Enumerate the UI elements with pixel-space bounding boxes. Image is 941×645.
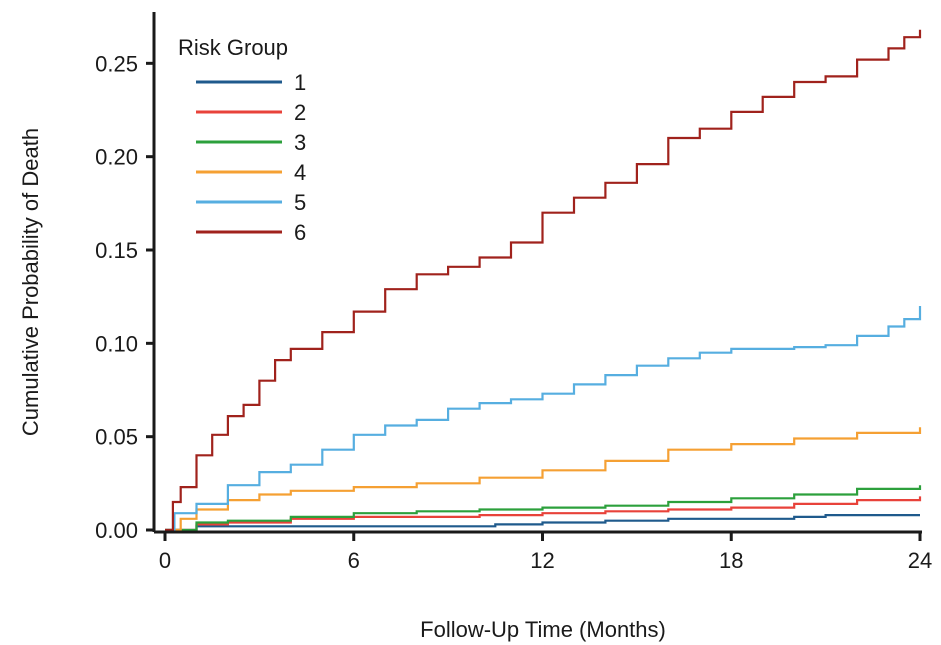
x-axis-title: Follow-Up Time (Months) xyxy=(420,617,666,642)
legend-label-1: 1 xyxy=(294,70,306,95)
series-line-6 xyxy=(165,29,922,532)
series-line-2 xyxy=(165,496,922,532)
axes-layer xyxy=(152,12,922,534)
legend-label-4: 4 xyxy=(294,160,306,185)
y-tick-label: 0.05 xyxy=(95,425,138,450)
y-tick-label: 0.15 xyxy=(95,238,138,263)
x-tick-label: 12 xyxy=(530,548,554,573)
series-line-1 xyxy=(165,514,920,532)
y-axis-title: Cumulative Probability of Death xyxy=(18,128,43,436)
x-tick-label: 18 xyxy=(719,548,743,573)
legend-label-2: 2 xyxy=(294,100,306,125)
x-tick-label: 24 xyxy=(908,548,932,573)
x-tick-label: 0 xyxy=(159,548,171,573)
legend-label-5: 5 xyxy=(294,190,306,215)
y-tick-label: 0.25 xyxy=(95,51,138,76)
legend-label-3: 3 xyxy=(294,130,306,155)
series-line-5 xyxy=(165,306,922,532)
x-tick-label: 6 xyxy=(348,548,360,573)
series-line-3 xyxy=(165,485,922,532)
series-layer xyxy=(165,29,922,532)
y-tick-label: 0.00 xyxy=(95,518,138,543)
ticks-layer: 0.000.050.100.150.200.250 6 12 18 24 xyxy=(95,51,932,573)
legend: Risk Group 1 2 3 4 5 6 xyxy=(178,35,306,245)
legend-label-6: 6 xyxy=(294,220,306,245)
series-line-4 xyxy=(165,427,922,532)
y-tick-label: 0.20 xyxy=(95,145,138,170)
legend-title: Risk Group xyxy=(178,35,288,60)
y-tick-label: 0.10 xyxy=(95,331,138,356)
